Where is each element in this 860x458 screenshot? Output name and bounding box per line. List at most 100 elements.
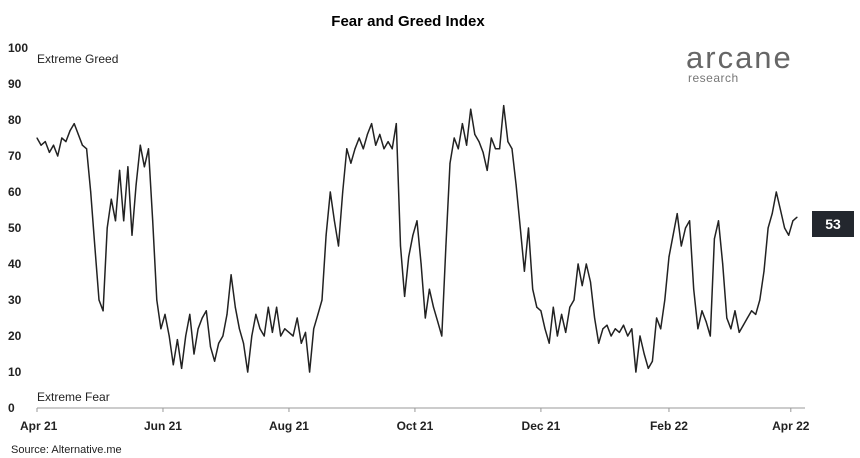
x-tick-label: Jun 21 [144,419,182,433]
data-point [693,288,695,290]
data-point [499,148,501,150]
data-point [556,335,559,337]
data-point [284,328,286,330]
data-point [660,328,662,330]
data-point [321,299,323,301]
data-point [156,299,158,301]
y-tick-label: 60 [8,185,22,199]
data-point [214,360,216,362]
data-point [222,335,224,337]
data-point [478,141,480,143]
data-point [453,137,455,139]
data-point [796,216,798,218]
data-point [86,148,88,150]
series-line [36,104,798,373]
data-point [288,331,290,333]
data-point [561,313,563,315]
data-point [57,155,59,157]
data-point [751,310,753,312]
data-point [701,310,703,312]
x-axis-ticks: Apr 21 Jun 21 Aug 21 Oct 21 Dec 21 Feb 22 Apr … [20,408,810,433]
data-point [598,342,600,344]
data-point [449,162,451,164]
last-value-badge-bg [812,211,854,237]
data-point [647,367,649,369]
data-point [577,263,579,265]
data-point [779,209,782,211]
data-point [346,148,348,150]
data-point [622,324,625,326]
data-point [457,148,459,150]
data-point [123,220,125,222]
x-tick-label: Oct 21 [397,419,434,433]
data-point [416,220,418,222]
data-point [395,123,397,125]
y-tick-label: 80 [8,113,22,127]
y-tick-label: 100 [8,41,28,55]
data-point [309,371,311,373]
data-point [420,263,422,265]
data-point [466,144,468,146]
data-point [536,306,538,308]
data-point [565,331,567,333]
data-point [218,342,220,344]
data-point [65,141,67,143]
logo-sub-text: research [688,71,739,85]
data-point [738,331,740,333]
data-point [494,148,497,150]
x-tick-label: Feb 22 [650,419,688,433]
last-value-text: 53 [825,216,841,232]
data-point [300,342,302,344]
data-point [742,324,744,326]
data-point [606,324,608,326]
data-point [437,321,439,323]
data-point [181,367,183,369]
data-point [594,317,596,319]
data-point [709,335,711,337]
data-point [251,335,253,337]
data-point [759,299,761,301]
data-point [408,256,410,258]
data-point [412,234,414,236]
data-point [788,234,790,236]
data-point [292,335,294,337]
data-point [40,144,42,146]
data-point [230,274,232,276]
data-point [486,169,488,171]
chart-title: Fear and Greed Index [331,13,485,30]
data-point [746,317,749,319]
data-point [515,184,517,186]
x-tick-label: Dec 21 [522,419,561,433]
data-point [73,123,75,125]
y-tick-label: 50 [8,221,22,235]
data-point [131,234,133,236]
data-point [271,331,273,333]
data-point [383,148,385,150]
data-point [523,270,526,272]
data-point [689,220,691,222]
data-point [424,317,426,319]
y-tick-label: 70 [8,149,22,163]
data-point [552,306,554,308]
data-point [441,335,443,337]
data-point [614,328,616,330]
data-point [375,144,377,146]
data-point [280,335,282,337]
data-point [189,313,191,315]
data-point [676,213,678,215]
data-point [734,310,736,312]
data-point [329,191,331,193]
data-point [263,335,265,337]
x-tick-label: Apr 22 [772,419,810,433]
data-point [668,256,670,258]
data-point [102,310,104,312]
data-point [176,339,178,341]
data-point [474,133,476,135]
data-point [432,306,435,308]
logo-main-text: arcane [686,40,793,75]
data-point [581,285,583,287]
data-point [627,335,629,337]
data-point [276,306,278,308]
data-point [532,288,534,290]
